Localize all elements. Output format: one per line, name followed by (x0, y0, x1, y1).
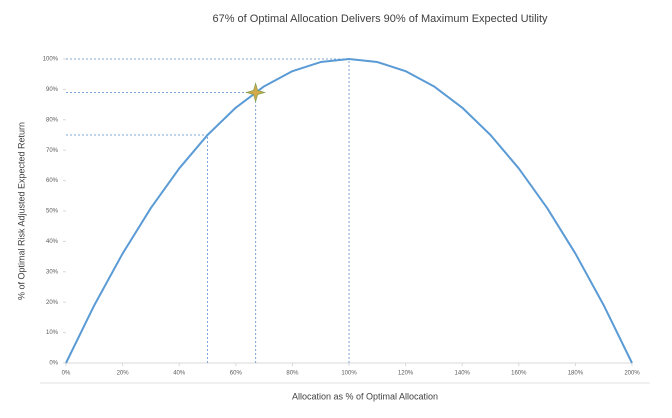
y-tick-label: 80% (46, 117, 59, 123)
y-tick-label: 70% (46, 148, 59, 154)
line-series (65, 58, 633, 364)
y-axis-label: % of Optimal Risk Adjusted Expected Retu… (16, 122, 26, 300)
x-axis-label: Allocation as % of Optimal Allocation (292, 391, 438, 401)
x-tick-label: 140% (455, 371, 471, 377)
y-tick-label: 60% (46, 178, 59, 184)
x-tick-label: 180% (568, 371, 584, 377)
y-tick-label: 50% (46, 209, 59, 215)
x-tick-label: 160% (511, 371, 527, 377)
y-tick-label: 10% (46, 330, 59, 336)
chart-title: 67% of Optimal Allocation Delivers 90% o… (212, 13, 548, 25)
x-tick-label: 120% (398, 371, 414, 377)
y-tick-label: 100% (43, 57, 59, 63)
x-tick-label: 200% (624, 371, 640, 377)
reference-line (66, 134, 208, 363)
x-tick-label: 100% (341, 371, 357, 377)
y-tick-label: 0% (49, 361, 58, 367)
x-tick-label: 20% (117, 371, 130, 377)
reference-line (66, 58, 350, 363)
x-tick-label: 0% (62, 371, 71, 377)
y-tick-label: 90% (46, 87, 59, 93)
y-tick-label: 20% (46, 300, 59, 306)
x-tick-label: 40% (173, 371, 186, 377)
highlight-marker (245, 81, 267, 103)
reference-line (66, 91, 257, 363)
x-tick-label: 80% (286, 371, 299, 377)
x-tick-label: 60% (230, 371, 243, 377)
y-tick-label: 30% (46, 269, 59, 275)
y-tick-label: 40% (46, 239, 59, 245)
